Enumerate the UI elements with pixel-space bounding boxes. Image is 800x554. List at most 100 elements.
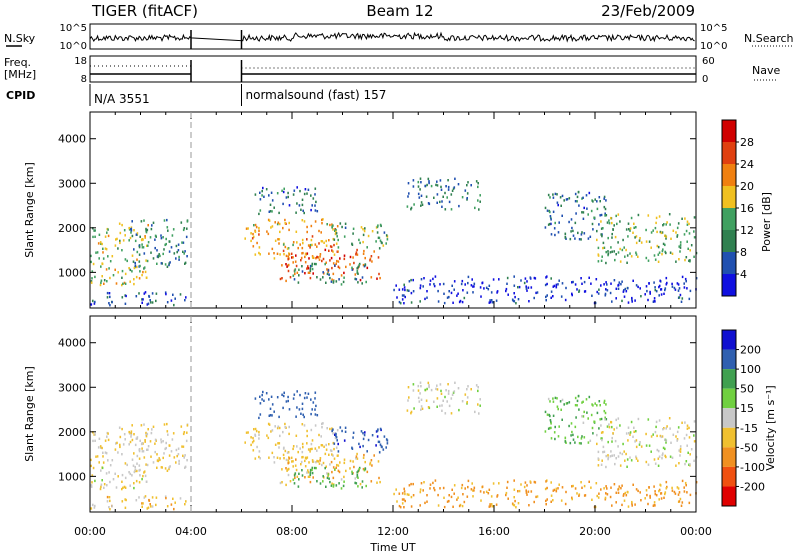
- power-echo-3-80: [340, 274, 343, 277]
- power-echo-0-22: [139, 270, 141, 273]
- velocity-echo-7-17: [412, 389, 415, 392]
- velocity-echo-9-37: [611, 454, 613, 457]
- power-echo-0-65: [90, 254, 92, 258]
- power-echo-10-36: [450, 291, 453, 295]
- velocity-cbar-swatch-3: [722, 388, 736, 409]
- power-echo-4-40: [276, 192, 279, 195]
- power-echo-8-59: [590, 209, 593, 213]
- velocity-echo-9-156: [668, 417, 671, 420]
- power-echo-1-71: [160, 234, 162, 237]
- power-echo-8-49: [549, 210, 551, 214]
- power-echo-3-36: [378, 272, 380, 276]
- power-echo-10-178: [398, 300, 401, 304]
- velocity-echo-1-52: [150, 455, 152, 458]
- power-echo-10-217: [605, 288, 607, 291]
- velocity-echo-1-11: [163, 452, 165, 455]
- velocity-echo-10-149: [666, 485, 668, 489]
- velocity-echo-10-69: [526, 493, 528, 496]
- velocity-echo-8-60: [603, 401, 605, 404]
- power-echo-10-80: [490, 299, 493, 302]
- velocity-echo-2-109: [268, 423, 271, 426]
- power-echo-5-4: [334, 229, 336, 232]
- velocity-echo-7-33: [436, 388, 439, 391]
- velocity-echo-7-1: [452, 391, 455, 394]
- power-echo-5-37: [378, 236, 381, 240]
- velocity-echo-9-138: [617, 455, 620, 458]
- velocity-echo-8-22: [558, 425, 560, 428]
- velocity-echo-4-11: [301, 402, 304, 405]
- power-echo-0-91: [107, 228, 109, 231]
- velocity-echo-10-5: [533, 500, 535, 504]
- power-echo-10-185: [624, 287, 627, 291]
- power-echo-11-4: [164, 291, 167, 294]
- power-echo-8-12: [600, 213, 603, 217]
- velocity-echo-11-40: [109, 508, 111, 511]
- power-echo-9-129: [655, 216, 658, 220]
- power-echo-8-2: [556, 193, 558, 196]
- velocity-echo-4-10: [304, 392, 307, 395]
- power-echo-3-5: [327, 270, 329, 273]
- velocity-echo-2-115: [332, 441, 335, 445]
- velocity-echo-3-8: [339, 461, 341, 464]
- power-echo-5-27: [378, 247, 381, 250]
- power-echo-1-46: [181, 241, 183, 244]
- velocity-echo-5-24: [382, 448, 385, 451]
- velocity-echo-10-100: [523, 485, 526, 489]
- velocity-echo-4-36: [269, 407, 272, 410]
- power-echo-2-49: [258, 246, 261, 249]
- velocity-echo-10-99: [485, 490, 488, 493]
- velocity-echo-4-25: [268, 414, 271, 417]
- power-echo-6-34: [363, 265, 366, 268]
- power-echo-10-87: [639, 287, 641, 290]
- power-echo-8-79: [603, 205, 606, 209]
- velocity-echo-10-231: [658, 489, 660, 493]
- velocity-echo-4-26: [303, 415, 305, 419]
- velocity-echo-8-34: [546, 413, 549, 416]
- velocity-echo-6-30: [355, 482, 358, 485]
- power-echo-3-16: [291, 256, 293, 259]
- velocity-echo-10-208: [507, 497, 509, 500]
- velocity-echo-9-3: [661, 435, 664, 438]
- power-echo-4-6: [261, 194, 263, 197]
- power-echo-2-110: [306, 225, 308, 229]
- power-echo-3-58: [309, 276, 312, 280]
- power-echo-9-109: [658, 215, 661, 218]
- velocity-echo-2-82: [320, 435, 322, 438]
- velocity-echo-7-71: [420, 405, 423, 408]
- power-echo-10-212: [533, 276, 536, 280]
- velocity-x-ticks: [89, 316, 697, 512]
- power-echo-7-5: [451, 189, 454, 192]
- velocity-echo-7-68: [474, 410, 476, 414]
- power-echo-9-40: [608, 219, 610, 222]
- power-cbar-label-6: 28: [740, 136, 754, 149]
- power-echo-6-41: [365, 280, 367, 284]
- velocity-echo-10-193: [518, 489, 521, 493]
- power-echo-4-27: [315, 200, 317, 204]
- velocity-echo-3-26: [377, 460, 380, 463]
- velocity-echo-10-33: [505, 491, 508, 495]
- power-echo-0-28: [133, 282, 135, 286]
- velocity-echo-6-28: [361, 480, 364, 483]
- power-echo-3-10: [281, 277, 283, 280]
- velocity-echo-10-171: [609, 495, 612, 499]
- power-echo-9-114: [686, 220, 689, 223]
- velocity-echo-8-83: [564, 440, 567, 443]
- power-echo-9-2: [617, 213, 620, 216]
- velocity-echo-8-95: [568, 424, 570, 428]
- velocity-echo-10-63: [471, 482, 473, 485]
- velocity-echo-9-10: [629, 433, 631, 436]
- power-echo-4-0: [307, 188, 310, 191]
- velocity-echo-1-74: [166, 422, 168, 426]
- velocity-echo-10-32: [615, 491, 618, 494]
- velocity-echo-2-47: [277, 425, 280, 428]
- power-echo-3-73: [355, 253, 357, 256]
- velocity-echo-10-104: [552, 499, 554, 502]
- power-echo-0-79: [117, 247, 119, 250]
- power-echo-3-75: [307, 271, 310, 274]
- velocity-echo-10-148: [408, 484, 411, 487]
- velocity-echo-9-155: [664, 438, 666, 441]
- velocity-echo-6-33: [293, 474, 296, 477]
- velocity-echo-3-91: [331, 453, 333, 456]
- power-echo-10-175: [663, 292, 665, 295]
